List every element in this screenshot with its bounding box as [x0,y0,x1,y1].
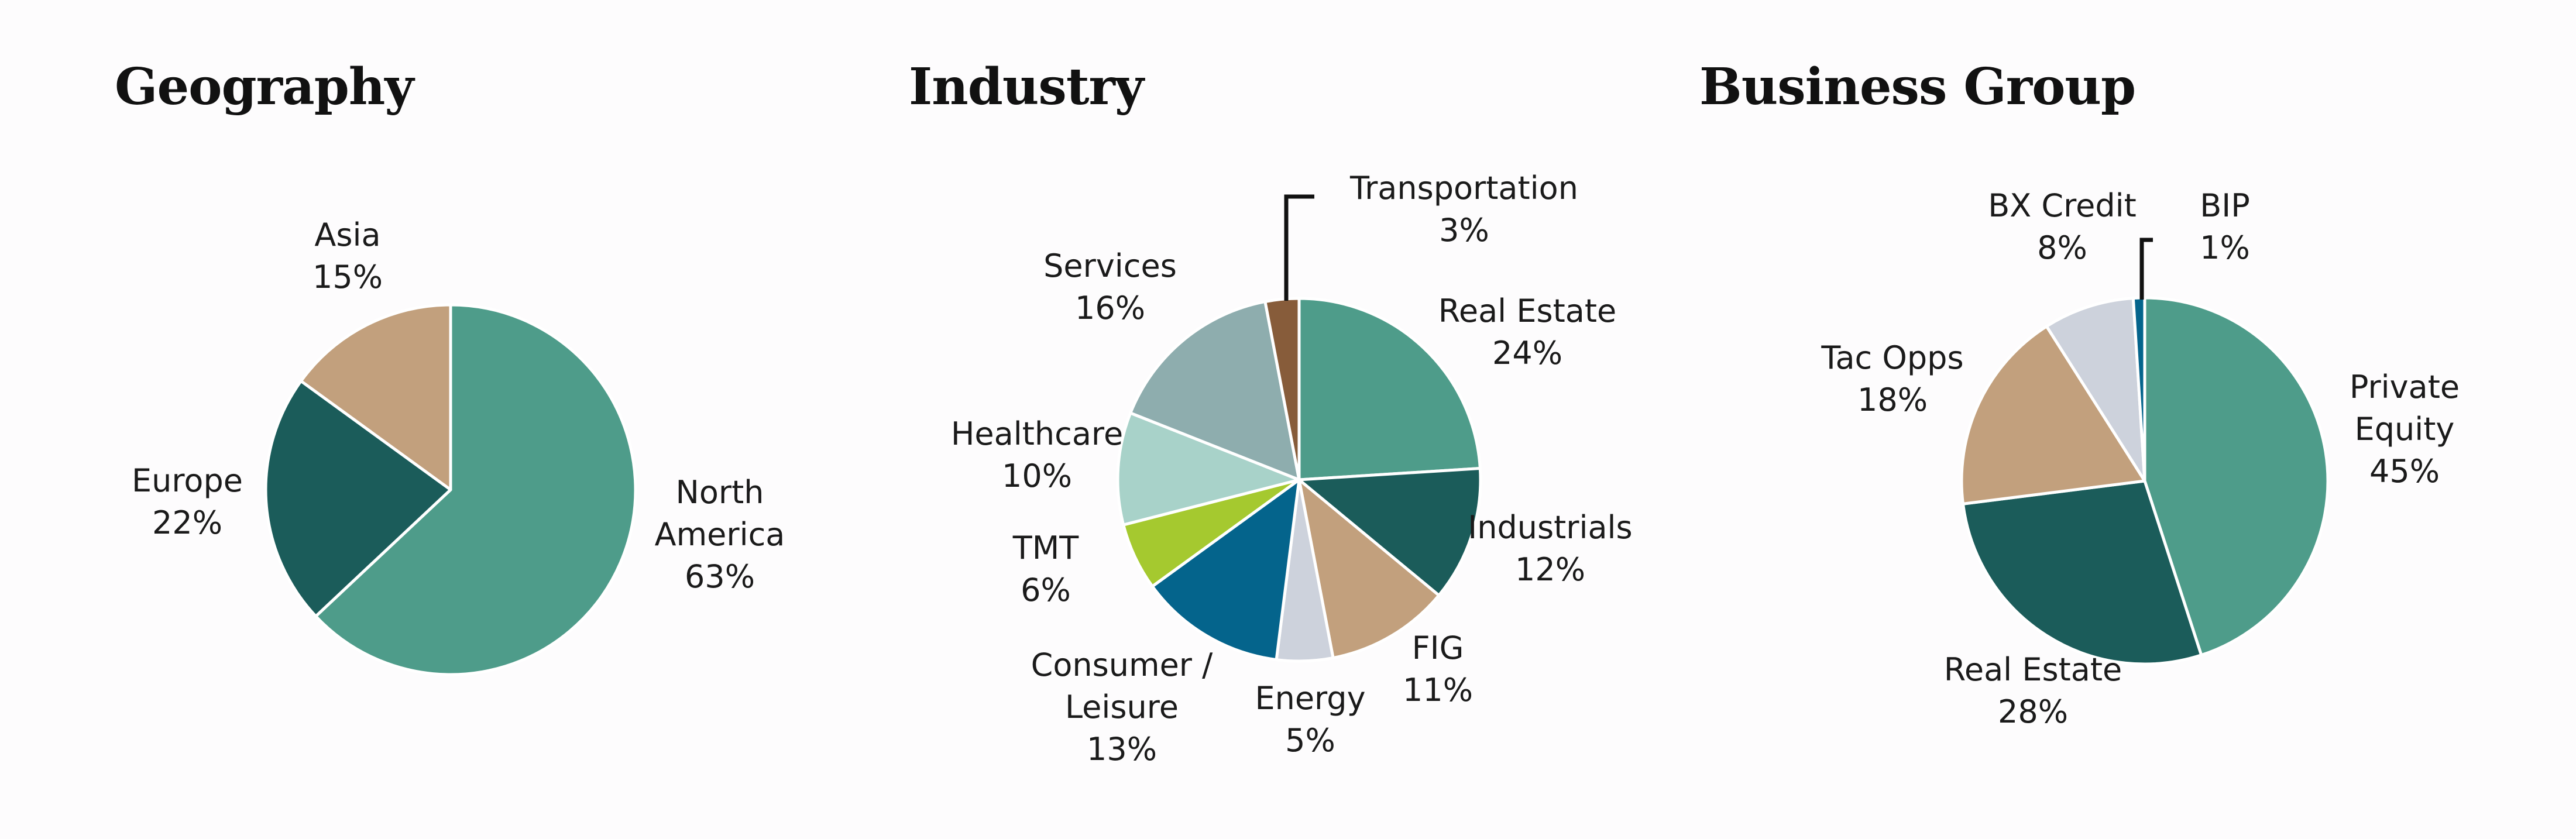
pie-slice-real-estate [1297,297,1482,482]
pie-slice-real-estate [1961,479,2203,666]
industry-panel: Industry Real Estate 24% Industrials 12% FIG… [858,0,1717,839]
slice-label-europe: Europe 22% [132,462,243,541]
pie-slice-private-equity [2143,296,2330,657]
pie-slice-consumer-leisure [1150,478,1301,662]
slice-label-transportation: Transportation 3% [1349,170,1578,249]
slice-label-tmt: TMT 6% [1012,529,1080,608]
slice-label-real-estate: Real Estate 28% [1944,651,2122,730]
pie-slice-healthcare [1116,411,1301,527]
pie-slice-tac-opps [1960,325,2146,506]
geography-title: Geography [115,57,414,116]
slice-label-energy: Energy 5% [1255,680,1365,759]
business-group-panel: Business Group Private Equity 45% Real Esta… [1699,0,2576,839]
slice-label-private-equity: Private Equity 45% [2350,369,2460,490]
slice-label-bx-credit: BX Credit 8% [1988,187,2137,266]
pie-slice-bx-credit [2045,297,2146,483]
pie-slice-transportation [1263,297,1301,482]
leader-line-transportation [1284,194,1314,301]
slice-label-asia: Asia 15% [312,216,383,295]
business-group-title: Business Group [1699,57,2136,116]
business-group-pie-chart: Private Equity 45% Real Estate 28% Tac Opps 18… [1821,187,2460,730]
slice-label-services: Services 16% [1043,247,1177,326]
leader-line-bip [2139,238,2153,300]
slice-label-tac-opps: Tac Opps 18% [1821,339,1963,418]
pie-slice-north-america [314,303,637,676]
pie-slice-services [1129,300,1301,482]
slice-label-healthcare: Healthcare 10% [951,415,1123,494]
geography-pie-chart: North America 63% Europe 22% Asia 15% [132,216,785,676]
pie-slice-fig [1297,478,1441,660]
slice-label-real-estate: Real Estate 24% [1438,293,1617,372]
slice-label-bip: BIP 1% [2200,187,2250,266]
pie-slice-asia [299,303,452,491]
slice-label-fig: FIG 11% [1403,630,1473,709]
pie-slice-industrials [1297,467,1482,597]
pie-slice-bip [2131,296,2146,483]
industry-title: Industry [909,57,1144,116]
slice-label-consumer-leisure: Consumer / Leisure 13% [1031,647,1214,768]
slice-label-north-america: North America 63% [655,474,785,595]
geography-panel: Geography North America 63% Europe 22% Asia 15… [0,0,858,839]
pie-slice-europe [264,379,452,618]
industry-pie-chart: Real Estate 24% Industrials 12% FIG 11% Energy… [951,170,1633,768]
slice-label-industrials: Industrials 12% [1468,509,1632,588]
